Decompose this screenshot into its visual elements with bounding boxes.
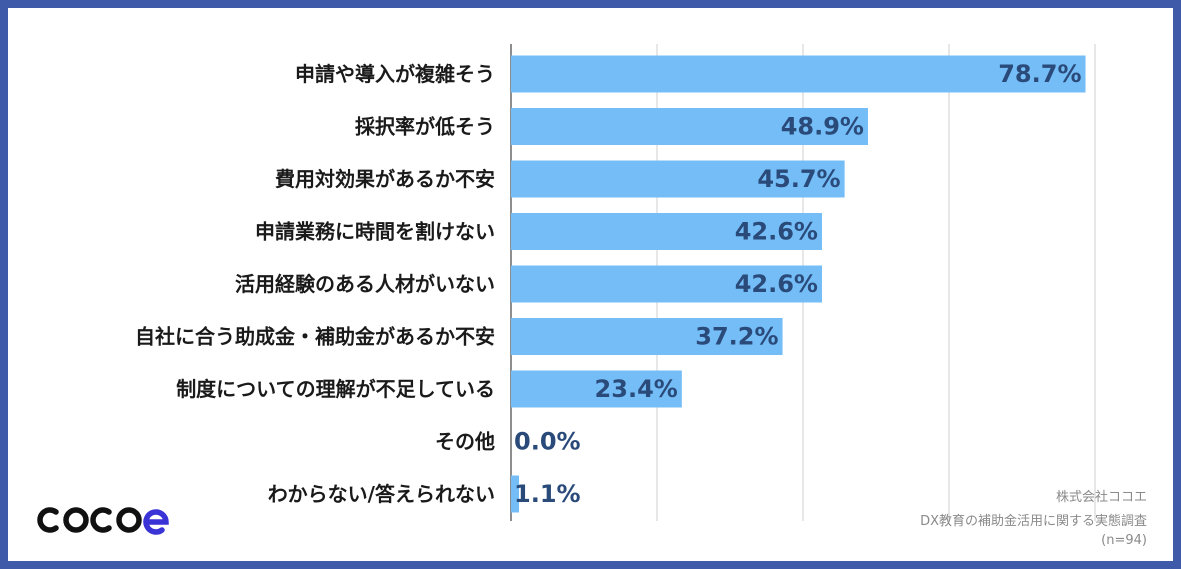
bar [511,108,868,145]
category-label: 活用経験のある人材がいない [235,272,495,296]
cocoe-logo-icon [37,507,169,535]
category-label: わからない/答えられない [268,482,495,506]
bar [511,213,822,250]
value-label: 42.6% [735,218,818,246]
source-survey: DX教育の補助金活用に関する実態調査 [920,514,1147,529]
category-label: 費用対効果があるか不安 [275,167,495,191]
value-label: 78.7% [998,60,1081,88]
bar [511,318,783,355]
chart-card: 申請や導入が複雑そう 78.7% 採択率が低そう 48.9% 費用対効果があるか不安 45… [8,8,1173,561]
bar [511,160,845,198]
bar-chart: 申請や導入が複雑そう 78.7% 採択率が低そう 48.9% 費用対効果があるか不安 45… [135,44,1096,521]
category-label: 採択率が低そう [355,115,495,139]
bar [511,370,682,408]
bar [511,265,822,303]
value-label: 0.0% [514,428,581,456]
category-label: 制度についての理解が不足している [176,377,495,401]
source-company: 株式会社ココエ [1055,490,1147,505]
category-label: その他 [435,430,495,454]
bar [511,475,520,513]
value-label: 1.1% [514,480,581,508]
value-label: 23.4% [595,375,678,403]
source-sample: (n=94) [1101,533,1147,548]
value-label: 42.6% [735,270,818,298]
value-label: 37.2% [695,323,778,351]
value-label: 48.9% [781,113,864,141]
category-label: 申請業務に時間を割けない [255,220,495,244]
bar [511,55,1086,93]
category-label: 自社に合う助成金・補助金があるか不安 [135,325,495,349]
value-label: 45.7% [757,165,840,193]
category-label: 申請や導入が複雑そう [295,62,495,86]
